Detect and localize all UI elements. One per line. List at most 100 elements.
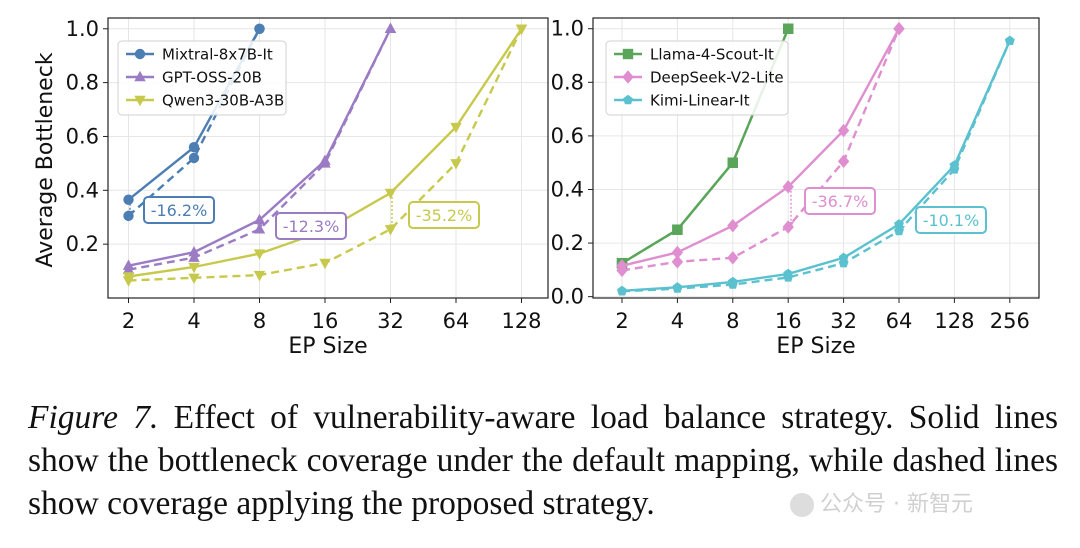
legend-marker — [134, 95, 146, 107]
data-point-solid — [783, 268, 794, 279]
plot-frame — [592, 17, 1040, 299]
series-line-dashed — [621, 28, 901, 272]
data-point-solid — [727, 218, 739, 233]
data-point-solid — [188, 142, 200, 153]
caption-text: Effect of vulnerability-aware load balan… — [28, 399, 1059, 522]
annotation-label: -10.1% — [923, 211, 980, 230]
data-point-solid — [122, 272, 135, 283]
annotation-arrow — [389, 224, 395, 230]
data-point-dashed — [188, 251, 200, 262]
annotation: -10.1% — [899, 206, 987, 234]
data-point-solid — [254, 23, 265, 34]
series-kimi-linear-it — [617, 35, 1015, 296]
annotation-label: -36.7% — [812, 192, 869, 211]
x-tick-label: 64 — [886, 309, 913, 333]
data-point-dashed — [450, 159, 462, 170]
annotation-label: -16.2% — [151, 201, 208, 220]
data-point-solid — [188, 262, 200, 274]
legend: Llama-4-Scout-It DeepSeek-V2-Lite Kimi-Lin… — [605, 40, 789, 116]
caption-label: Figure 7. — [28, 399, 159, 436]
data-point-solid — [319, 154, 331, 165]
data-point-solid — [838, 252, 849, 262]
x-axis-title: EP Size — [776, 334, 855, 359]
legend-box — [605, 40, 789, 116]
x-tick-label: 4 — [671, 309, 684, 333]
annotation-box — [143, 196, 215, 224]
x-tick-label: 4 — [187, 309, 200, 333]
data-point-dashed — [188, 273, 200, 285]
data-point-dashed — [188, 152, 200, 164]
series-deepseek-v2-lite — [616, 22, 905, 278]
data-point-solid — [253, 249, 266, 260]
wechat-icon — [790, 493, 814, 517]
legend-label: Mixtral-8x7B-It — [162, 46, 273, 64]
data-point-solid — [253, 213, 266, 225]
x-tick-label: 128 — [934, 309, 974, 333]
x-tick-label: 2 — [122, 309, 135, 333]
y-tick-label: 0.2 — [66, 232, 99, 256]
annotation-box — [804, 187, 876, 215]
legend-label: DeepSeek-V2-Lite — [650, 69, 784, 87]
annotation-box — [275, 212, 347, 240]
y-tick-label: 0.4 — [551, 177, 584, 201]
data-point-solid — [384, 188, 397, 200]
x-tick-label: 256 — [990, 309, 1030, 333]
legend-label: Kimi-Linear-It — [650, 92, 750, 110]
annotation-arrow — [257, 224, 263, 230]
annotation: -16.2% — [127, 196, 215, 224]
legend-marker — [622, 70, 634, 84]
data-point-solid — [123, 194, 134, 205]
data-point-solid — [616, 259, 628, 273]
annotation: -35.2% — [389, 193, 480, 230]
data-point-solid — [672, 282, 683, 292]
legend-label: Llama-4-Scout-It — [650, 46, 774, 64]
legend-marker — [623, 94, 633, 105]
data-point-dashed — [384, 225, 397, 236]
legend-label: Qwen3-30B-A3B — [162, 92, 284, 110]
y-tick-label: 0.8 — [66, 71, 99, 95]
legend-label: GPT-OSS-20B — [162, 69, 262, 87]
x-tick-label: 16 — [775, 309, 802, 333]
data-point-solid — [450, 122, 462, 134]
y-axis-title: Average Bottleneck — [33, 52, 58, 267]
legend-marker — [622, 48, 634, 60]
plot-frame — [107, 17, 549, 299]
data-point-solid — [188, 246, 200, 257]
annotation-label: -35.2% — [416, 206, 473, 225]
y-tick-label: 0.6 — [66, 124, 99, 148]
figure-caption: Figure 7. Effect of vulnerability-aware … — [28, 396, 1058, 525]
data-point-solid — [727, 157, 738, 168]
data-point-dashed — [837, 154, 850, 169]
x-tick-label: 16 — [312, 309, 339, 333]
x-tick-label: 2 — [615, 309, 628, 333]
data-point-solid — [122, 259, 135, 270]
series-line-solid — [621, 40, 1011, 292]
data-point-dashed — [319, 258, 331, 270]
x-tick-label: 32 — [830, 309, 857, 333]
chart-right: 2 4 8 16 32 64 128 256 0.0 0.2 0.4 0.6 0.8 1.0 EP Size… — [551, 17, 1040, 359]
annotation-arrow — [127, 210, 133, 216]
legend-box — [117, 40, 287, 116]
figure: 2 4 8 16 32 64 128 0.2 0.4 0.6 0.8 1.0 EP Size Averag… — [33, 17, 1040, 359]
y-tick-label: 0.4 — [66, 178, 99, 202]
y-tick-label: 1.0 — [551, 17, 584, 41]
annotation: -36.7% — [788, 186, 876, 227]
data-point-dashed — [782, 220, 794, 234]
data-point-solid — [893, 22, 905, 36]
data-point-dashed — [671, 255, 684, 269]
data-point-solid — [617, 285, 627, 295]
annotation: -12.3% — [257, 212, 347, 240]
y-tick-label: 0.6 — [551, 124, 584, 148]
data-point-dashed — [253, 270, 266, 282]
data-point-solid — [837, 123, 850, 138]
data-point-solid — [727, 276, 738, 287]
annotation-arrow — [788, 221, 794, 227]
x-tick-label: 8 — [726, 309, 739, 333]
data-point-solid — [1004, 35, 1015, 45]
watermark: 公众号 · 新智元 — [790, 486, 1050, 526]
annotation-label: -12.3% — [283, 217, 340, 236]
legend: Mixtral-8x7B-It GPT-OSS-20B Qwen3-30B-A3B — [117, 40, 287, 116]
series-line-dashed — [621, 40, 1011, 293]
legend-marker — [134, 70, 146, 82]
series-line-solid — [621, 28, 901, 267]
